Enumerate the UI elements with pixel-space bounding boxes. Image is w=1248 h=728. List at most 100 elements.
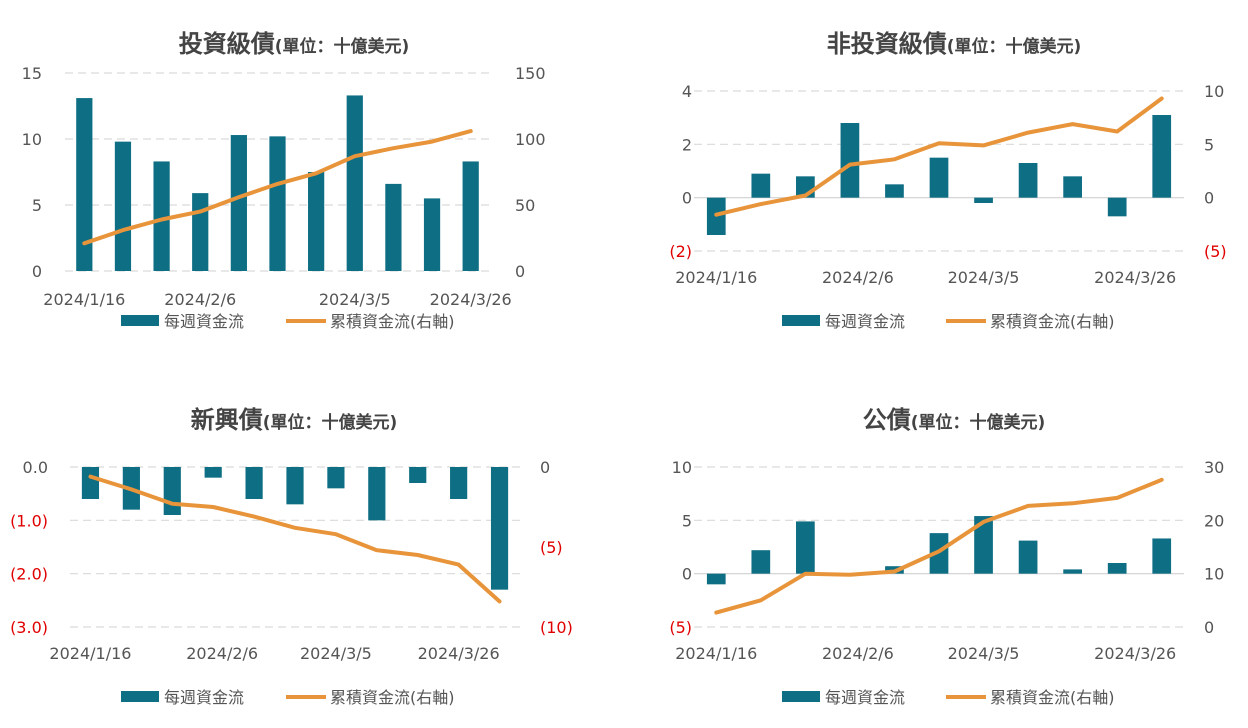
right-tick-label: (5) bbox=[540, 538, 563, 557]
bar bbox=[796, 521, 815, 574]
legend: 每週資金流 累積資金流(右軸) bbox=[121, 688, 455, 707]
bar bbox=[840, 123, 860, 198]
x-tick-label: 2024/3/26 bbox=[1094, 268, 1176, 287]
left-tick-label: 5 bbox=[682, 511, 692, 530]
legend-bar-label: 每週資金流 bbox=[825, 688, 905, 707]
bar bbox=[1063, 176, 1082, 198]
bar bbox=[192, 193, 209, 271]
right-tick-label: 0 bbox=[540, 458, 550, 477]
x-tick-label: 2024/1/16 bbox=[675, 644, 757, 663]
legend-line-label: 累積資金流(右軸) bbox=[990, 312, 1115, 331]
bar bbox=[1107, 563, 1127, 574]
x-tick-label: 2024/1/16 bbox=[49, 644, 131, 663]
series-line bbox=[88, 474, 502, 604]
chart-title-unit: (單位：十億美元) bbox=[911, 412, 1046, 433]
x-tick-label: 2024/2/6 bbox=[164, 290, 236, 309]
legend-bar-swatch bbox=[121, 691, 159, 702]
x-tick-label: 2024/2/6 bbox=[822, 268, 894, 287]
chart-government-bond: 公債(單位：十億美元) 10 5 0 (5) 30 20 10 0 2024/1/16 2024/… bbox=[669, 406, 1224, 707]
bar bbox=[974, 516, 993, 574]
right-tick-label: 20 bbox=[1204, 511, 1224, 530]
chart-title-unit: (單位：十億美元) bbox=[947, 36, 1082, 57]
series-line bbox=[714, 477, 1164, 615]
bar bbox=[885, 184, 904, 198]
legend-bar-label: 每週資金流 bbox=[164, 312, 244, 331]
svg-text:新興債(單位：十億美元): 新興債(單位：十億美元) bbox=[191, 406, 398, 434]
left-tick-label: 10 bbox=[672, 458, 692, 477]
right-tick-label: 5 bbox=[1204, 135, 1214, 154]
left-tick-label: (3.0) bbox=[10, 618, 48, 637]
bar bbox=[76, 98, 93, 271]
bar bbox=[269, 136, 286, 271]
right-tick-label: (5) bbox=[1204, 242, 1227, 261]
legend-bar-label: 每週資金流 bbox=[825, 312, 905, 331]
chart-title-unit: (單位：十億美元) bbox=[275, 36, 410, 57]
legend: 每週資金流 累積資金流(右軸) bbox=[782, 312, 1115, 331]
bar bbox=[368, 467, 386, 521]
right-tick-label: 30 bbox=[1204, 458, 1224, 477]
bar bbox=[409, 467, 427, 483]
svg-text:投資級債(單位：十億美元): 投資級債(單位：十億美元) bbox=[179, 30, 410, 58]
left-tick-label: 0 bbox=[682, 189, 692, 208]
bar bbox=[1107, 197, 1127, 217]
legend-bar-swatch bbox=[782, 315, 820, 326]
bar bbox=[153, 161, 170, 271]
bar bbox=[1018, 540, 1038, 574]
series-line bbox=[82, 129, 473, 246]
bar bbox=[706, 573, 726, 585]
bar bbox=[163, 467, 181, 515]
bar bbox=[751, 550, 771, 574]
x-tick-label: 2024/1/16 bbox=[675, 268, 757, 287]
bar bbox=[974, 197, 993, 203]
chart-title: 公債 bbox=[863, 406, 911, 434]
left-tick-label: 10 bbox=[22, 130, 42, 149]
chart-title-unit: (單位：十億美元) bbox=[263, 412, 398, 433]
left-tick-label: 15 bbox=[22, 64, 42, 83]
x-tick-label: 2024/3/5 bbox=[300, 644, 372, 663]
legend-bar-label: 每週資金流 bbox=[164, 688, 244, 707]
legend-line-label: 累積資金流(右軸) bbox=[330, 312, 455, 331]
x-tick-label: 2024/1/16 bbox=[43, 290, 125, 309]
bar bbox=[751, 173, 771, 198]
bar bbox=[230, 135, 247, 271]
right-tick-label: 10 bbox=[1204, 565, 1224, 584]
legend-bar-swatch bbox=[121, 315, 159, 326]
legend-bar-swatch bbox=[782, 691, 820, 702]
left-tick-label: 0.0 bbox=[23, 458, 48, 477]
bar bbox=[450, 467, 468, 499]
bar bbox=[1018, 163, 1038, 198]
legend-line-label: 累積資金流(右軸) bbox=[990, 688, 1115, 707]
legend-line-label: 累積資金流(右軸) bbox=[330, 688, 455, 707]
chart-emerging-market: 新興債(單位：十億美元) 0.0 (1.0) (2.0) (3.0) 0 (5) (10) 2… bbox=[10, 406, 573, 707]
right-tick-label: 10 bbox=[1204, 82, 1224, 101]
left-tick-label: 5 bbox=[32, 196, 42, 215]
bar bbox=[327, 467, 345, 489]
left-tick-label: (1.0) bbox=[10, 511, 48, 530]
left-tick-label: 0 bbox=[682, 565, 692, 584]
x-tick-label: 2024/3/5 bbox=[948, 644, 1020, 663]
chart-title: 投資級債 bbox=[179, 30, 275, 58]
x-tick-label: 2024/3/26 bbox=[418, 644, 500, 663]
legend: 每週資金流 累積資金流(右軸) bbox=[121, 312, 455, 331]
chart-title: 非投資級債 bbox=[827, 30, 947, 58]
right-tick-label: 50 bbox=[515, 196, 535, 215]
svg-text:公債(單位：十億美元): 公債(單位：十億美元) bbox=[863, 406, 1046, 434]
bar bbox=[1152, 538, 1172, 574]
chart-title: 新興債 bbox=[191, 406, 263, 434]
right-tick-label: 0 bbox=[1204, 189, 1214, 208]
bar bbox=[1063, 569, 1082, 574]
left-tick-label: (5) bbox=[669, 618, 692, 637]
x-tick-label: 2024/3/5 bbox=[319, 290, 391, 309]
left-tick-label: (2) bbox=[669, 242, 692, 261]
bar bbox=[286, 467, 304, 505]
x-tick-label: 2024/2/6 bbox=[822, 644, 894, 663]
chart-high-yield: 非投資級債(單位：十億美元) 4 2 0 (2) 10 5 0 (5) 2024/1/16 202… bbox=[669, 30, 1227, 331]
bar bbox=[462, 161, 479, 271]
left-tick-label: 0 bbox=[32, 262, 42, 281]
right-tick-label: 150 bbox=[515, 64, 546, 83]
right-tick-label: 100 bbox=[515, 130, 546, 149]
x-tick-label: 2024/3/5 bbox=[948, 268, 1020, 287]
bar bbox=[346, 95, 363, 271]
left-tick-label: 2 bbox=[682, 135, 692, 154]
